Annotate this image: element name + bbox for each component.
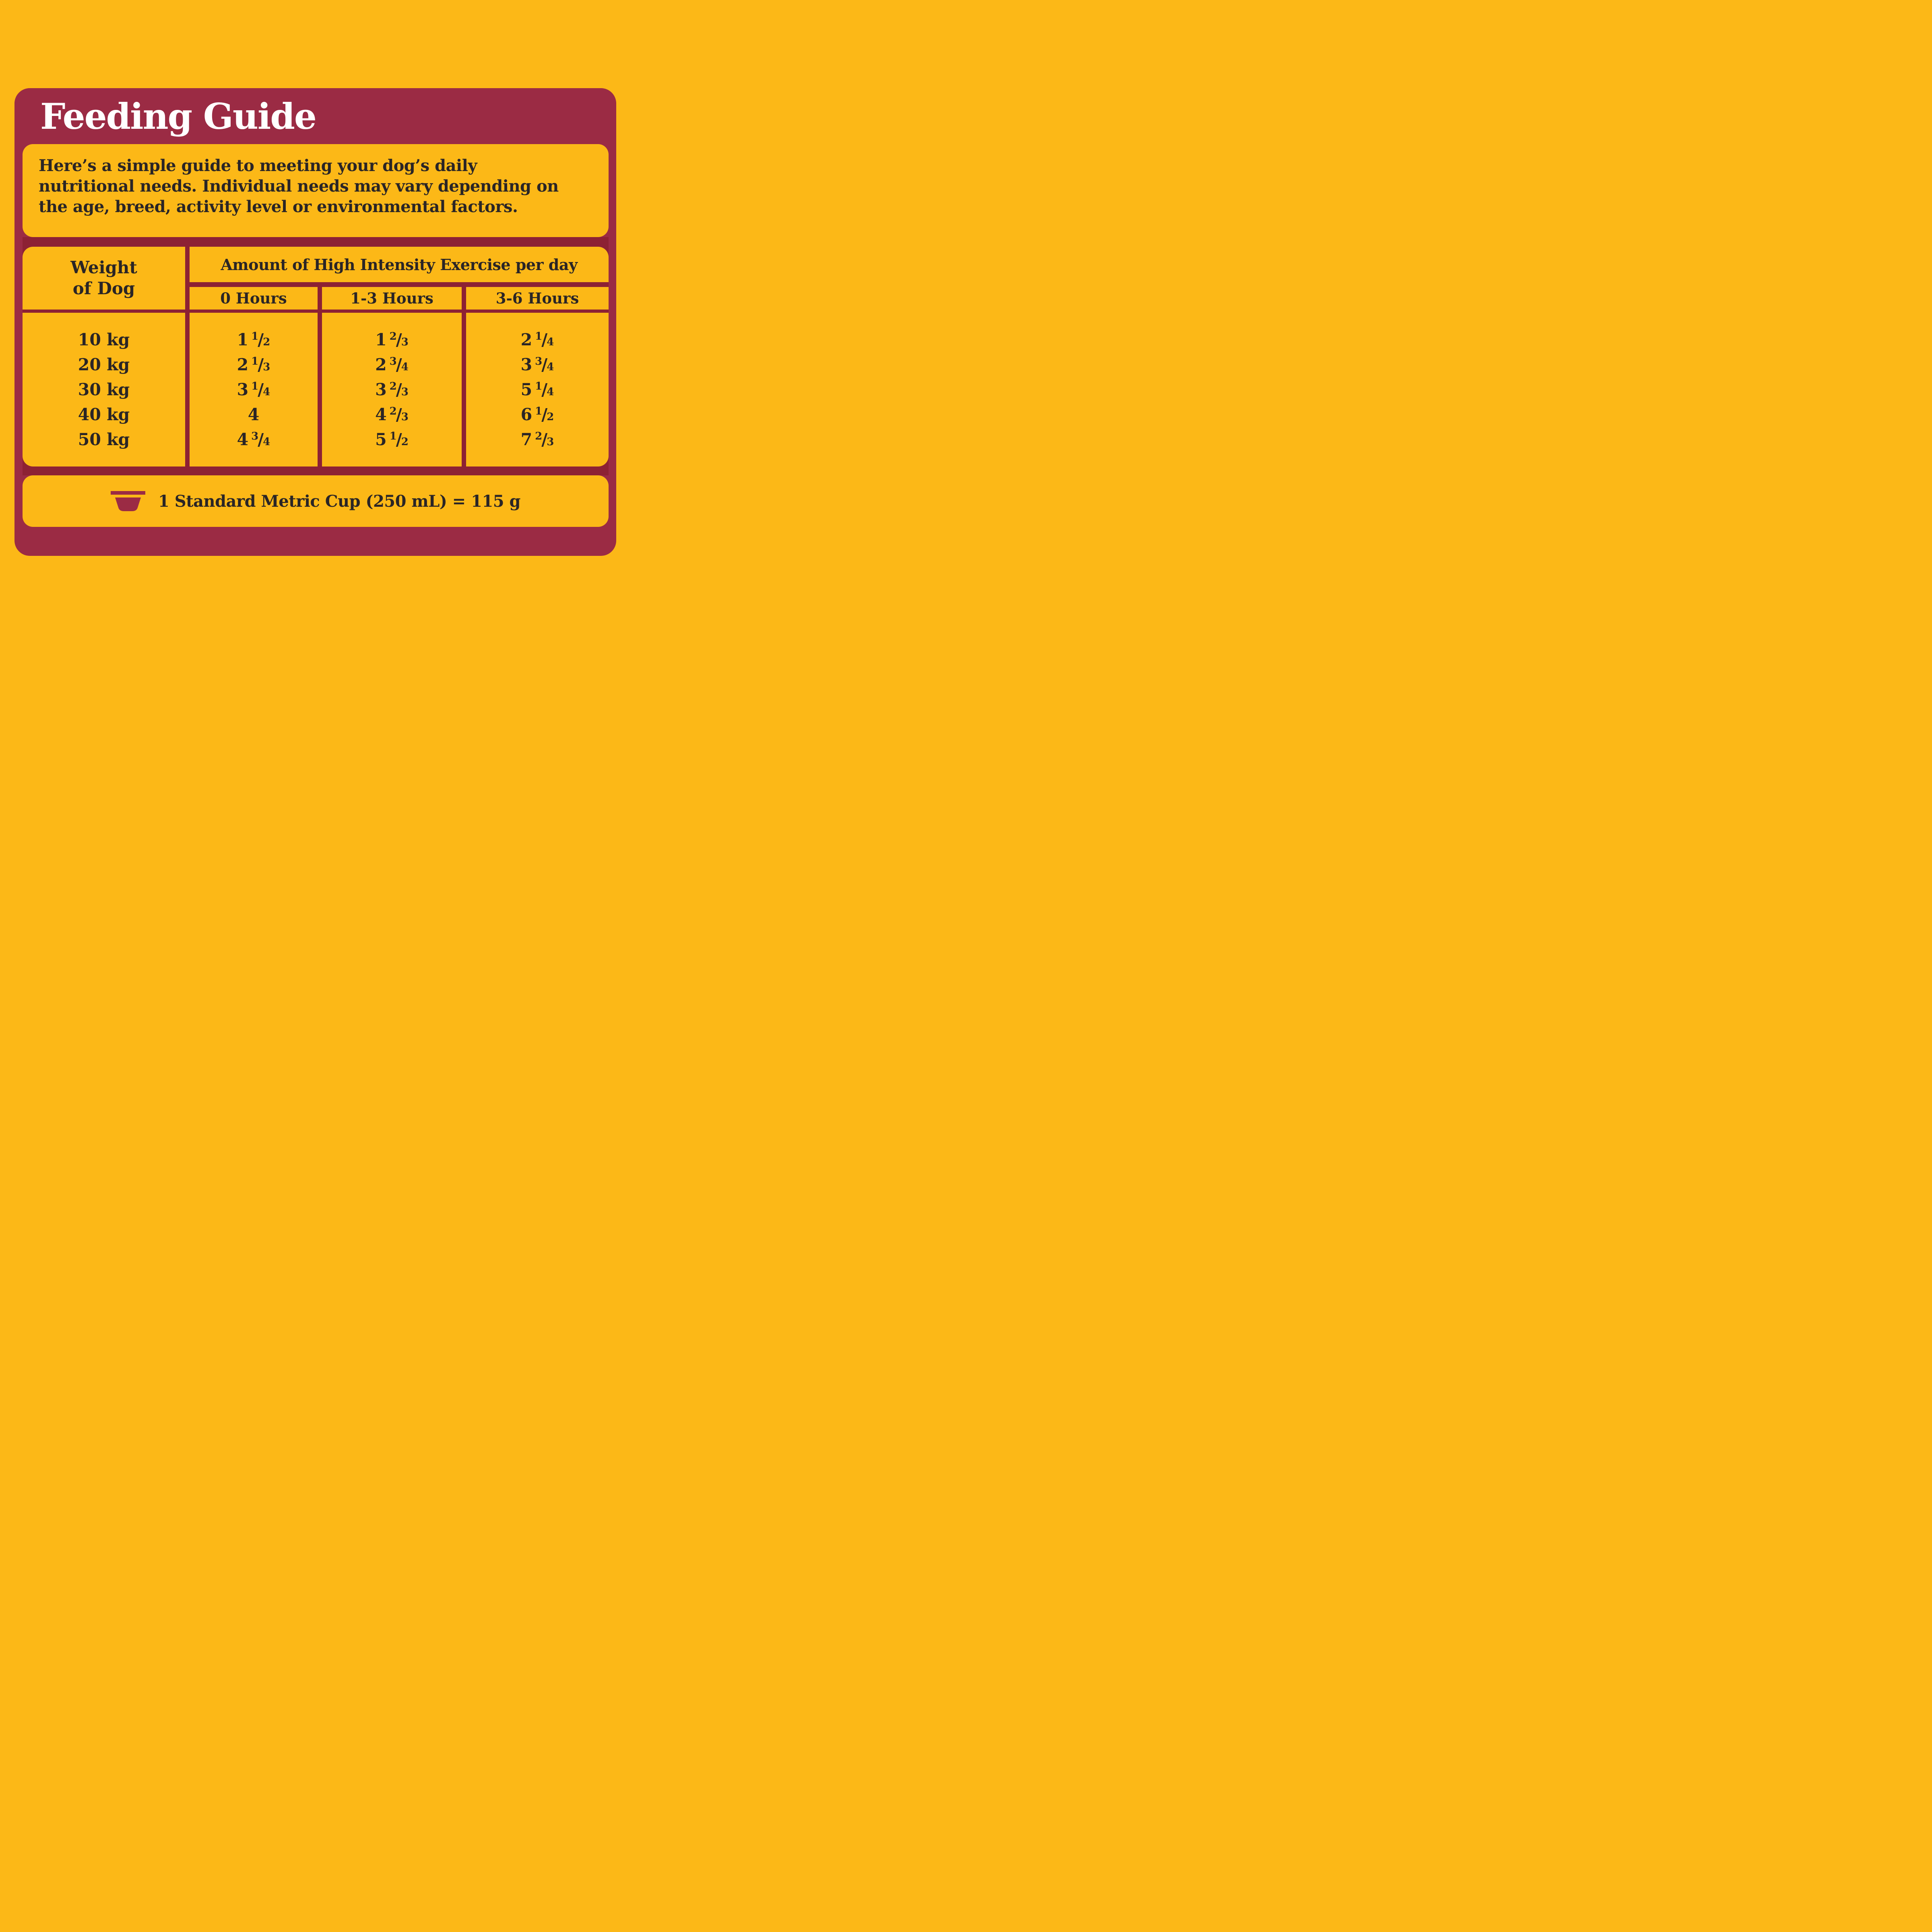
column-header-0-hours: 0 Hours xyxy=(190,287,318,310)
value-cell: 4 xyxy=(248,405,260,424)
value-cell: 6 1/2 xyxy=(520,405,554,424)
value-cell: 3 2/3 xyxy=(375,380,409,399)
value-cell: 1 2/3 xyxy=(375,330,409,349)
value-cell: 4 2/3 xyxy=(375,405,409,424)
value-cell: 2 1/4 xyxy=(520,330,554,349)
packaging-panel: Feeding Guide Here’s a simple guide to m… xyxy=(0,0,631,631)
weight-header-cell: Weight of Dog xyxy=(23,247,185,310)
page-title: Feeding Guide xyxy=(40,95,317,137)
cup-note-box: 1 Standard Metric Cup (250 mL) = 115 g xyxy=(23,475,609,527)
value-cell: 2 3/4 xyxy=(375,355,409,374)
value-cell: 2 1/3 xyxy=(237,355,270,374)
metric-cup-icon xyxy=(110,491,145,511)
weight-cell: 20 kg xyxy=(78,355,130,374)
column-header-3-6-hours: 3-6 Hours xyxy=(466,287,609,310)
values-column-0-hours: 1 1/2 2 1/3 3 1/4 4 4 3/4 xyxy=(190,313,318,466)
grid-line-notch xyxy=(318,282,322,285)
value-cell: 7 2/3 xyxy=(520,430,554,449)
weight-cell: 30 kg xyxy=(78,380,130,399)
feeding-guide-card: Feeding Guide Here’s a simple guide to m… xyxy=(14,88,616,556)
intro-text: Here’s a simple guide to meeting your do… xyxy=(39,156,559,216)
weight-cell: 40 kg xyxy=(78,405,130,424)
exercise-header-cell: Amount of High Intensity Exercise per da… xyxy=(190,247,609,282)
values-column-3-6-hours: 2 1/4 3 3/4 5 1/4 6 1/2 7 2/3 xyxy=(466,313,609,466)
weight-values-column: 10 kg 20 kg 30 kg 40 kg 50 kg xyxy=(23,313,185,466)
value-cell: 3 3/4 xyxy=(520,355,554,374)
intro-box: Here’s a simple guide to meeting your do… xyxy=(23,144,609,237)
values-column-1-3-hours: 1 2/3 2 3/4 3 2/3 4 2/3 5 1/2 xyxy=(322,313,462,466)
value-cell: 1 1/2 xyxy=(237,330,270,349)
value-cell: 5 1/2 xyxy=(375,430,409,449)
weight-cell: 50 kg xyxy=(78,430,130,449)
value-cell: 5 1/4 xyxy=(520,380,554,399)
feeding-table: Weight of Dog Amount of High Intensity E… xyxy=(23,237,609,475)
value-cell: 4 3/4 xyxy=(237,430,270,449)
cup-note-text: 1 Standard Metric Cup (250 mL) = 115 g xyxy=(158,491,521,511)
column-header-1-3-hours: 1-3 Hours xyxy=(322,287,462,310)
value-cell: 3 1/4 xyxy=(237,380,270,399)
weight-cell: 10 kg xyxy=(78,330,130,349)
